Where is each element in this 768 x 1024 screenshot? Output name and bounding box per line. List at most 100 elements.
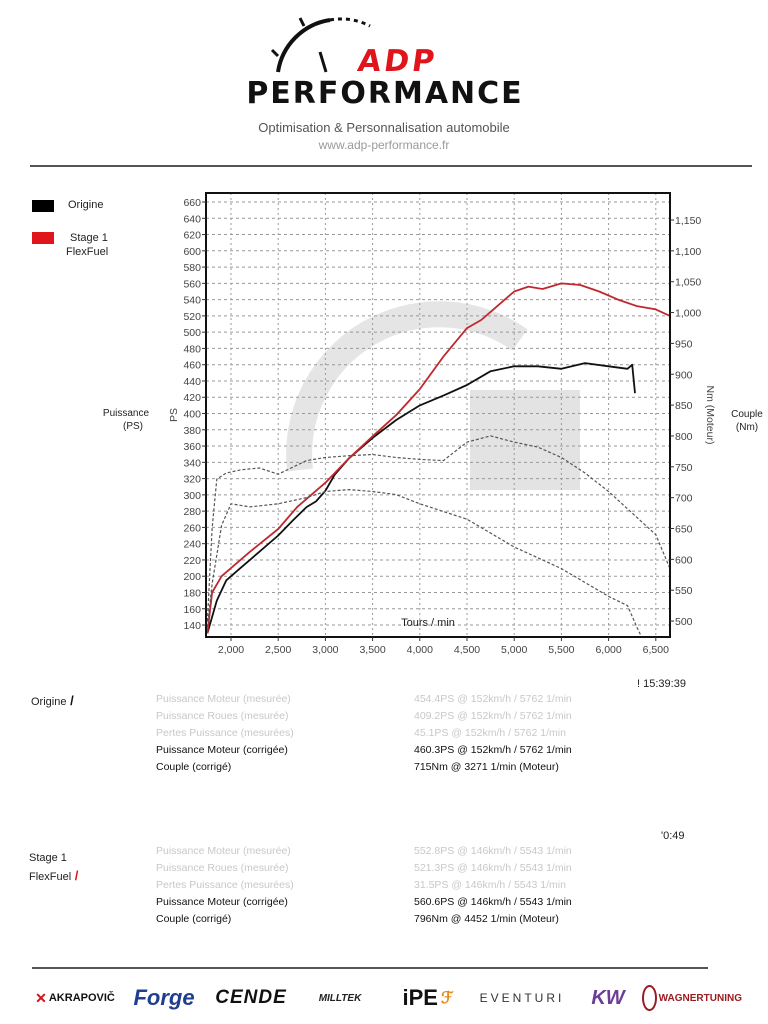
sponsor-kw: KW <box>591 986 625 1009</box>
y2-tick-label: 650 <box>675 524 693 536</box>
legend-label-stage1-line1: Stage 1 <box>70 232 108 244</box>
x-axis-label: Tours / min <box>401 617 455 629</box>
x-tick-label: 3,000 <box>312 644 338 656</box>
result-row-value: 796Nm @ 4452 1/min (Moteur) <box>414 913 559 925</box>
series-line <box>206 489 643 638</box>
right-axis-unit: Nm (Moteur) <box>704 386 716 445</box>
legend-label-origine: Origine <box>68 199 104 211</box>
y2-tick-label: 750 <box>675 462 693 474</box>
result-row-label: Puissance Moteur (corrigée) <box>156 896 288 908</box>
sponsor-akrapovic: ✕ AKRAPOVIČ <box>35 989 115 1006</box>
dyno-chart: 140 160 180 200 220 240 260 280 300 320 340 360 380 4… <box>168 192 716 656</box>
tagline: Optimisation & Personnalisation automobi… <box>258 120 510 135</box>
x-tick-label: 5,000 <box>501 644 527 656</box>
result-row-value: 454.4PS @ 152km/h / 5762 1/min <box>414 693 572 705</box>
y-tick-label: 300 <box>183 490 201 502</box>
x-tick-label: 6,500 <box>643 644 669 656</box>
y-tick-label: 400 <box>183 409 201 421</box>
x-tick-label: 4,500 <box>454 644 480 656</box>
x-tick-label: 3,500 <box>359 644 385 656</box>
series-line <box>206 435 671 622</box>
legend-swatch-stage1 <box>32 232 54 244</box>
left-axis-title-line1: Puissance <box>102 408 150 419</box>
result-row-label: Couple (corrigé) <box>156 913 232 925</box>
result-row-value: 31.5PS @ 146km/h / 5543 1/min <box>414 879 566 891</box>
sponsor-cende: CENDE <box>215 987 287 1008</box>
gauge-icon <box>270 17 371 73</box>
origine-timestamp: ! 15:39:39 <box>637 678 686 690</box>
results-stage1-title-text: FlexFuel <box>29 871 72 883</box>
sponsor-forge: Forge <box>133 985 195 1010</box>
right-axis-ticks: 500 550 600 650 700 750 800 850 900 950 1,000 1,050… <box>670 215 701 628</box>
y-tick-label: 520 <box>183 311 201 323</box>
divider-bottom <box>32 967 708 969</box>
y-tick-label: 380 <box>183 425 201 437</box>
right-axis-title-line1: Couple <box>731 409 763 420</box>
y2-tick-label: 700 <box>675 493 693 505</box>
y-tick-label: 440 <box>183 376 201 388</box>
result-row-value: 552.8PS @ 146km/h / 5543 1/min <box>414 845 572 857</box>
x-tick-label: 5,500 <box>548 644 574 656</box>
y2-tick-label: 1,050 <box>675 277 701 289</box>
y-tick-label: 420 <box>183 392 201 404</box>
series-line <box>206 282 671 634</box>
y2-tick-label: 1,150 <box>675 215 701 227</box>
plot-frame <box>205 192 671 638</box>
y-tick-label: 160 <box>183 604 201 616</box>
right-axis-title-line2: (Nm) <box>735 422 759 433</box>
x-tick-label: 2,000 <box>218 644 244 656</box>
brand-performance: PERFORMANCE <box>246 76 524 111</box>
y-tick-label: 640 <box>183 213 201 225</box>
y-tick-label: 500 <box>183 327 201 339</box>
result-row-label: Puissance Moteur (mesurée) <box>156 845 291 857</box>
results-stage1-title-line2: FlexFuel / <box>29 868 79 884</box>
y-tick-label: 240 <box>183 539 201 551</box>
x-tick-label: 6,000 <box>595 644 621 656</box>
y2-tick-label: 900 <box>675 369 693 381</box>
result-row-value: 521.3PS @ 146km/h / 5543 1/min <box>414 862 572 874</box>
legend-label-stage1-line2: FlexFuel <box>66 246 109 258</box>
y-tick-label: 540 <box>183 295 201 307</box>
result-row-value: 409.2PS @ 152km/h / 5762 1/min <box>414 710 572 722</box>
y-tick-label: 560 <box>183 278 201 290</box>
result-row-value: 460.3PS @ 152km/h / 5762 1/min <box>414 744 572 756</box>
y-tick-label: 460 <box>183 360 201 372</box>
left-axis-unit: PS <box>168 408 180 422</box>
y-tick-label: 360 <box>183 441 201 453</box>
y-tick-label: 620 <box>183 230 201 242</box>
right-axis-title: Couple (Nm) <box>722 408 768 434</box>
y-tick-label: 580 <box>183 262 201 274</box>
y-tick-label: 200 <box>183 571 201 583</box>
chart-curves <box>206 282 671 638</box>
sponsor-akrapovic-text: AKRAPOVIČ <box>48 992 115 1004</box>
series-line <box>206 362 636 634</box>
y-tick-label: 340 <box>183 457 201 469</box>
watermark-logo <box>286 301 580 490</box>
result-row-value: 45.1PS @ 152km/h / 5762 1/min <box>414 727 566 739</box>
y-tick-label: 660 <box>183 197 201 209</box>
y-tick-label: 140 <box>183 620 201 632</box>
left-axis-ticks: 140 160 180 200 220 240 260 280 300 320 340 360 380 4… <box>183 197 206 632</box>
y2-tick-label: 500 <box>675 616 693 628</box>
y-tick-label: 280 <box>183 506 201 518</box>
results-stage1-title-line1: Stage 1 <box>29 852 67 864</box>
left-axis-title-line2: (PS) <box>123 421 143 432</box>
sponsor-wagnertuning: WAGNERTUNING <box>642 985 742 1011</box>
y2-tick-label: 1,100 <box>675 246 701 258</box>
stage1-timestamp: '0:49 <box>661 830 685 842</box>
sponsor-ipe: iPE ℱ <box>402 985 454 1010</box>
divider-top <box>30 165 752 167</box>
chart-grid <box>206 193 670 637</box>
y2-tick-label: 1,000 <box>675 308 701 320</box>
result-row-label: Puissance Moteur (mesurée) <box>156 693 291 705</box>
result-row-label: Pertes Puissance (mesurées) <box>156 727 294 739</box>
result-row-label: Puissance Roues (mesurée) <box>156 862 289 874</box>
sponsor-eventuri: EVENTURI <box>479 991 565 1005</box>
y-tick-label: 180 <box>183 587 201 599</box>
sponsor-milltek: MILLTEK <box>318 992 362 1004</box>
y-tick-label: 260 <box>183 522 201 534</box>
y2-tick-label: 950 <box>675 338 693 350</box>
result-row-value: 715Nm @ 3271 1/min (Moteur) <box>414 761 559 773</box>
y-tick-label: 320 <box>183 474 201 486</box>
y2-tick-label: 850 <box>675 400 693 412</box>
